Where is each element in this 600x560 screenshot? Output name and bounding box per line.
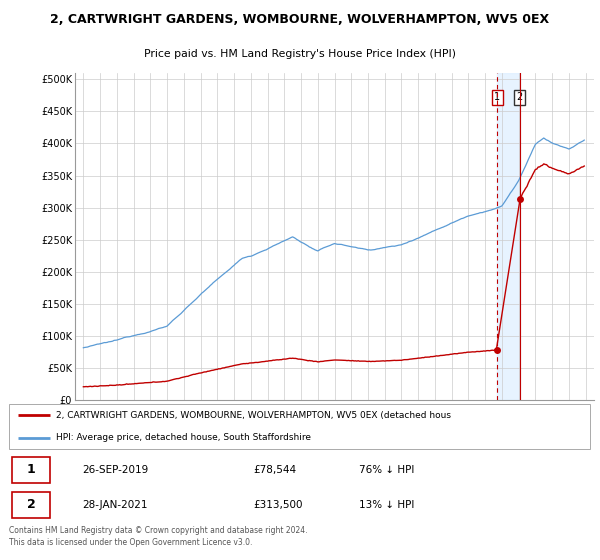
Text: 1: 1: [27, 463, 35, 476]
Text: Contains HM Land Registry data © Crown copyright and database right 2024.
This d: Contains HM Land Registry data © Crown c…: [9, 526, 307, 547]
FancyBboxPatch shape: [12, 492, 50, 518]
Text: 13% ↓ HPI: 13% ↓ HPI: [359, 500, 414, 510]
Bar: [497, 73, 520, 400]
Text: 2: 2: [27, 498, 35, 511]
Text: 26-SEP-2019: 26-SEP-2019: [82, 465, 149, 475]
Text: Price paid vs. HM Land Registry's House Price Index (HPI): Price paid vs. HM Land Registry's House …: [144, 49, 456, 59]
Text: 76% ↓ HPI: 76% ↓ HPI: [359, 465, 414, 475]
Text: 2, CARTWRIGHT GARDENS, WOMBOURNE, WOLVERHAMPTON, WV5 0EX (detached hous: 2, CARTWRIGHT GARDENS, WOMBOURNE, WOLVER…: [56, 411, 451, 420]
Text: 2: 2: [517, 92, 523, 102]
Text: 2, CARTWRIGHT GARDENS, WOMBOURNE, WOLVERHAMPTON, WV5 0EX: 2, CARTWRIGHT GARDENS, WOMBOURNE, WOLVER…: [50, 13, 550, 26]
Text: 28-JAN-2021: 28-JAN-2021: [82, 500, 148, 510]
Text: HPI: Average price, detached house, South Staffordshire: HPI: Average price, detached house, Sout…: [56, 433, 311, 442]
Text: 1: 1: [494, 92, 500, 102]
Text: £313,500: £313,500: [253, 500, 302, 510]
Text: £78,544: £78,544: [253, 465, 296, 475]
FancyBboxPatch shape: [12, 456, 50, 483]
FancyBboxPatch shape: [9, 404, 590, 449]
